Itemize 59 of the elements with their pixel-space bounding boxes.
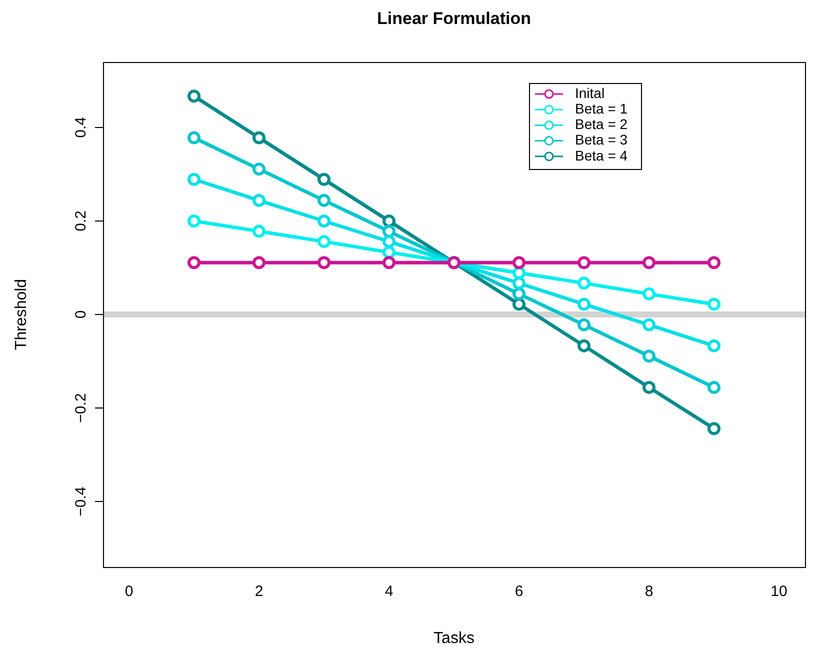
point: [318, 194, 330, 207]
point: [318, 256, 330, 270]
point: [512, 256, 526, 270]
x-tick-label: 10: [770, 583, 788, 600]
point: [382, 256, 396, 270]
legend-label: Beta = 4: [575, 147, 628, 164]
x-axis-title: Tasks: [434, 630, 474, 647]
point: [642, 287, 656, 300]
y-axis-title: Threshold: [13, 278, 30, 350]
point: [382, 224, 396, 238]
point: [708, 380, 720, 394]
point: [578, 256, 590, 270]
point: [382, 246, 396, 259]
x-tick-label: 8: [644, 583, 654, 600]
point: [578, 339, 590, 352]
point: [252, 224, 266, 238]
legend-label: Beta = 3: [575, 132, 628, 148]
point: [708, 422, 720, 436]
point: [578, 298, 590, 311]
point: [578, 276, 590, 290]
point: [252, 256, 266, 270]
x-tick-label: 4: [384, 583, 394, 600]
point: [188, 256, 200, 270]
x-tick-label: 2: [254, 583, 264, 600]
point: [512, 298, 526, 311]
chart-title: Linear Formulation: [377, 9, 531, 28]
point: [318, 172, 330, 186]
y-tick-label: −0.4: [72, 486, 90, 516]
point: [642, 318, 656, 332]
point: [642, 380, 656, 394]
legend-label: Beta = 2: [575, 116, 628, 132]
point: [252, 131, 266, 144]
point: [512, 276, 526, 290]
y-tick-label: −0.2: [72, 393, 90, 423]
point: [318, 235, 330, 248]
point: [708, 339, 720, 352]
x-tick-label: 6: [514, 583, 524, 600]
point: [512, 266, 526, 280]
point: [708, 298, 720, 311]
y-tick-label: 0: [72, 310, 90, 319]
point: [252, 162, 266, 176]
point: [512, 287, 526, 300]
point: [642, 350, 656, 363]
point: [188, 172, 200, 186]
legend-label: Inital: [575, 84, 605, 101]
point: [188, 214, 200, 228]
x-tick-label: 0: [124, 583, 134, 600]
point: [708, 256, 720, 270]
point: [318, 214, 330, 228]
point: [188, 90, 200, 103]
point: [252, 194, 266, 207]
point: [578, 318, 590, 332]
y-tick-label: 0.2: [72, 210, 90, 232]
legend-label: Beta = 1: [575, 100, 628, 116]
point: [188, 131, 200, 144]
point: [382, 235, 396, 248]
point: [382, 214, 396, 228]
y-tick-label: 0.4: [72, 117, 90, 138]
point: [642, 256, 656, 270]
